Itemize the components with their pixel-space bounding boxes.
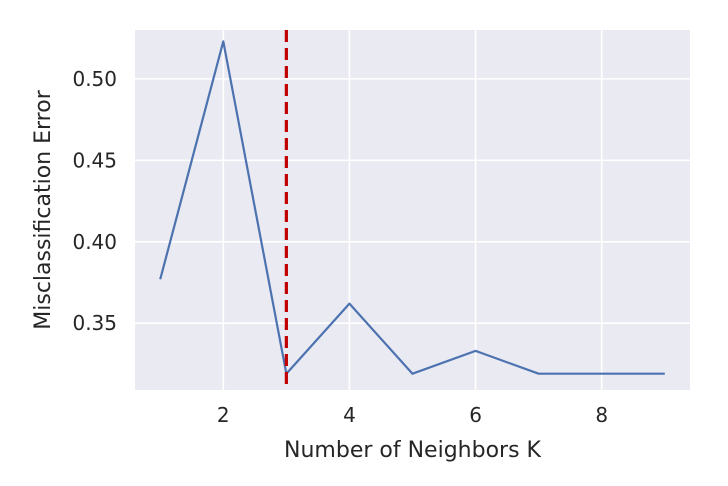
y-tick-label: 0.35 — [72, 311, 117, 335]
x-axis-ticks: 2 4 6 8 — [217, 403, 608, 427]
x-tick-label: 2 — [217, 403, 230, 427]
x-tick-label: 6 — [469, 403, 482, 427]
y-axis-ticks: 0.35 0.40 0.45 0.50 — [72, 67, 117, 335]
y-tick-label: 0.45 — [72, 148, 117, 172]
y-tick-label: 0.40 — [72, 230, 117, 254]
x-tick-label: 8 — [595, 403, 608, 427]
grid — [135, 30, 690, 390]
x-tick-label: 4 — [343, 403, 356, 427]
x-axis-label: Number of Neighbors K — [284, 438, 542, 463]
y-tick-label: 0.50 — [72, 67, 117, 91]
plot-area — [135, 30, 690, 390]
y-axis-label: Misclassification Error — [31, 89, 56, 329]
